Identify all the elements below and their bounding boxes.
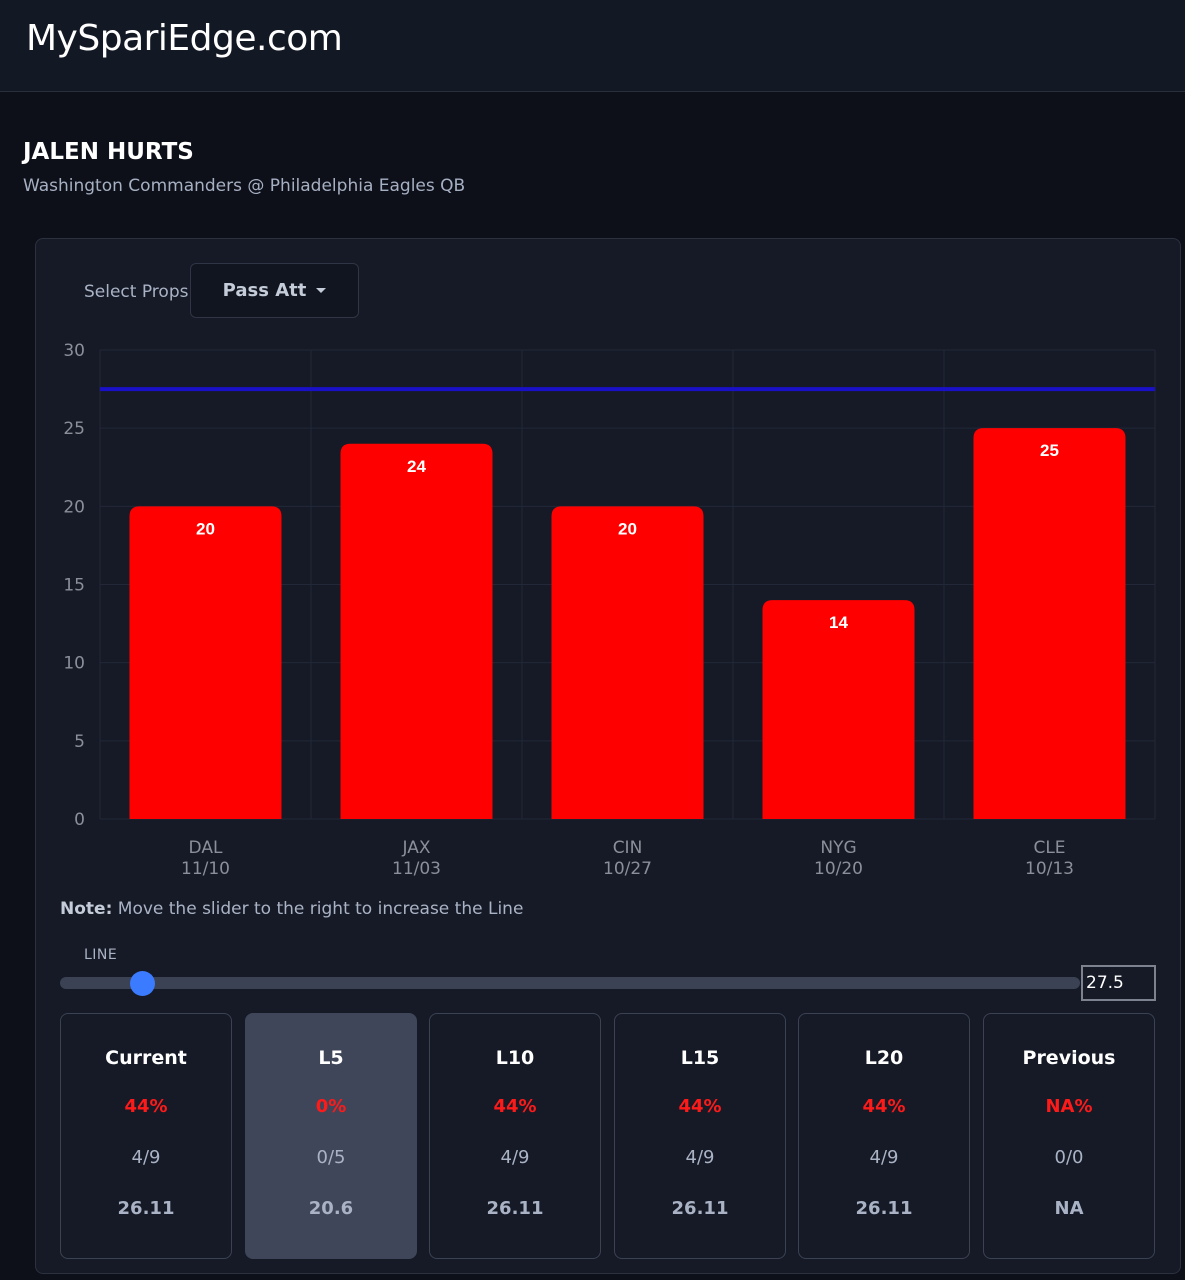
site-logo[interactable]: MySpariEdge.com [26, 18, 343, 59]
top-bar: MySpariEdge.com [0, 0, 1185, 92]
card-record: 4/9 [131, 1147, 161, 1168]
card-record: 0/0 [1054, 1147, 1084, 1168]
card-title: L10 [495, 1047, 535, 1069]
line-value-input[interactable] [1081, 965, 1156, 1001]
slider-note: Note: Move the slider to the right to in… [60, 899, 523, 919]
bar-value-label: 14 [829, 613, 848, 632]
card-current[interactable]: Current 44% 4/9 26.11 [60, 1013, 232, 1259]
y-tick-label: 15 [63, 576, 85, 596]
bar [340, 443, 493, 819]
bar-value-label: 24 [407, 457, 426, 476]
x-tick-date: 10/27 [603, 859, 652, 879]
caret-down-icon [316, 288, 327, 293]
card-average: NA [1054, 1198, 1084, 1219]
props-dropdown[interactable]: Pass Att [190, 263, 359, 318]
x-tick-date: 11/10 [181, 859, 230, 879]
x-tick-label: CIN [613, 838, 643, 858]
x-tick-label: JAX [402, 838, 431, 858]
bar-chart: 05101520253020DAL11/1024JAX11/0320CIN10/… [63, 341, 1156, 879]
y-tick-label: 0 [74, 810, 85, 830]
bar [973, 428, 1126, 819]
bar [129, 506, 282, 819]
x-tick-label: DAL [189, 838, 223, 858]
card-l5[interactable]: L5 0% 0/5 20.6 [245, 1013, 417, 1259]
x-tick-label: CLE [1033, 838, 1065, 858]
y-tick-label: 25 [63, 419, 85, 439]
card-hit-rate: 44% [678, 1096, 722, 1117]
player-matchup: Washington Commanders @ Philadelphia Eag… [23, 176, 466, 196]
y-tick-label: 30 [63, 341, 85, 361]
card-average: 20.6 [308, 1198, 354, 1219]
card-average: 26.11 [117, 1198, 175, 1219]
card-l10[interactable]: L10 44% 4/9 26.11 [429, 1013, 601, 1259]
card-average: 26.11 [855, 1198, 913, 1219]
y-tick-label: 5 [74, 732, 85, 752]
x-tick-date: 10/13 [1025, 859, 1074, 879]
card-title: L20 [864, 1047, 904, 1069]
card-l15[interactable]: L15 44% 4/9 26.11 [614, 1013, 786, 1259]
card-hit-rate: 44% [493, 1096, 537, 1117]
card-title: Previous [1022, 1047, 1116, 1069]
stat-cards: Current 44% 4/9 26.11 L5 0% 0/5 20.6 L10… [60, 1013, 1156, 1259]
card-l20[interactable]: L20 44% 4/9 26.11 [798, 1013, 970, 1259]
bar [762, 600, 915, 819]
bar-value-label: 25 [1040, 441, 1059, 460]
bar-value-label: 20 [196, 519, 215, 538]
card-average: 26.11 [486, 1198, 544, 1219]
card-record: 0/5 [316, 1147, 346, 1168]
y-tick-label: 10 [63, 654, 85, 674]
card-record: 4/9 [869, 1147, 899, 1168]
card-hit-rate: NA% [1045, 1096, 1093, 1117]
x-tick-date: 10/20 [814, 859, 863, 879]
card-previous[interactable]: Previous NA% 0/0 NA [983, 1013, 1155, 1259]
card-hit-rate: 44% [862, 1096, 906, 1117]
card-record: 4/9 [685, 1147, 715, 1168]
line-label: LINE [84, 947, 118, 963]
card-hit-rate: 44% [124, 1096, 168, 1117]
card-average: 26.11 [671, 1198, 729, 1219]
card-hit-rate: 0% [315, 1096, 347, 1117]
line-slider-track[interactable] [60, 977, 1080, 989]
select-props-label: Select Props [84, 282, 189, 302]
y-tick-label: 20 [63, 497, 85, 517]
x-tick-label: NYG [820, 838, 856, 858]
bar [551, 506, 704, 819]
card-record: 4/9 [500, 1147, 530, 1168]
x-tick-date: 11/03 [392, 859, 441, 879]
card-title: L15 [680, 1047, 720, 1069]
props-dropdown-value: Pass Att [222, 280, 307, 301]
card-title: L5 [318, 1047, 344, 1069]
bar-value-label: 20 [618, 519, 637, 538]
note-text: Move the slider to the right to increase… [112, 899, 524, 919]
note-label: Note: [60, 899, 113, 919]
line-slider-thumb[interactable] [129, 971, 155, 996]
player-name: JALEN HURTS [23, 139, 194, 165]
card-title: Current [105, 1047, 187, 1069]
